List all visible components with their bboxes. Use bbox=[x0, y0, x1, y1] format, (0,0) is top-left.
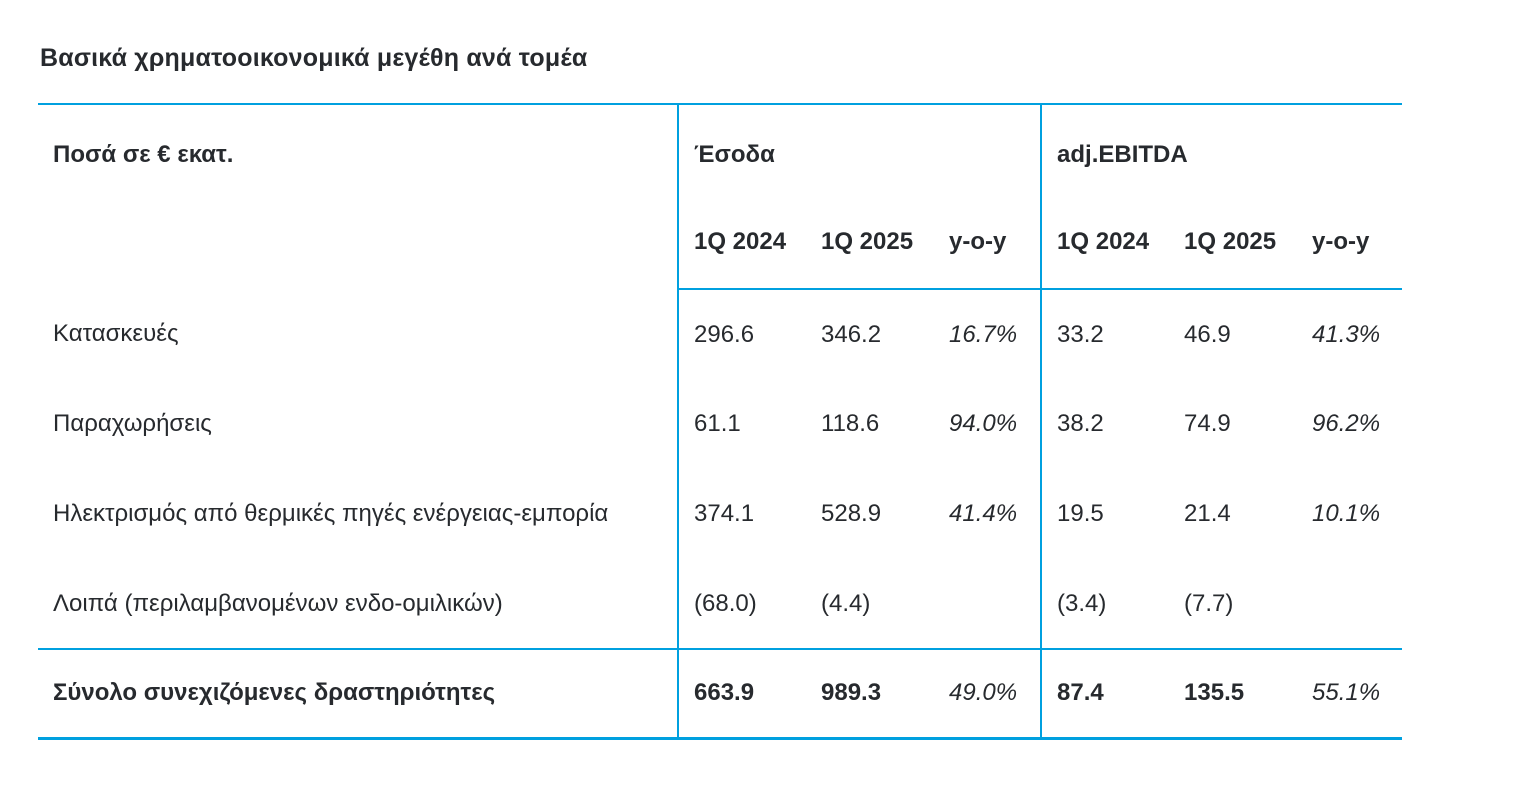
cell-revenue-1q2025: 528.9 bbox=[821, 500, 882, 527]
col-header-ebitda-yoy: y-o-y bbox=[1297, 211, 1403, 290]
cell-revenue-1q2024: 374.1 bbox=[677, 469, 806, 559]
table-row-concessions: Παραχωρήσεις 61.1 118.6 94.0% 38.2 74.9 … bbox=[38, 379, 1402, 469]
row-label: Ηλεκτρισμός από θερμικές πηγές ενέργειας… bbox=[53, 500, 609, 527]
cell-revenue-1q2024: 296.6 bbox=[677, 289, 806, 379]
col-header-ebitda-1q2024: 1Q 2024 bbox=[1040, 211, 1170, 290]
row-label: Λοιπά (περιλαμβανομένων ενδο-ομιλικών) bbox=[38, 559, 678, 650]
table-row-constructions: Κατασκευές 296.6 346.2 16.7% 33.2 46.9 4… bbox=[38, 289, 1402, 379]
row-label: Παραχωρήσεις bbox=[53, 410, 212, 437]
page-title: Βασικά χρηματοοικονομικά μεγέθη ανά τομέ… bbox=[40, 44, 588, 72]
cell-revenue-yoy: 94.0% bbox=[949, 410, 1018, 437]
group-header-row: Ποσά σε € εκατ. Έσοδα adj.EBITDA bbox=[38, 104, 1403, 211]
total-ebitda-yoy: 55.1% bbox=[1312, 679, 1381, 707]
group-header-adj-ebitda: adj.EBITDA bbox=[1040, 104, 1403, 211]
table-header: Ποσά σε € εκατ. Έσοδα adj.EBITDA 1Q 2024… bbox=[38, 104, 1403, 290]
cell-revenue-1q2024: 61.1 bbox=[677, 379, 806, 469]
total-ebitda-1q2025: 135.5 bbox=[1184, 679, 1245, 707]
total-revenue-yoy: 49.0% bbox=[949, 679, 1018, 707]
table-row-other: Λοιπά (περιλαμβανομένων ενδο-ομιλικών) (… bbox=[38, 559, 1403, 650]
total-revenue-1q2025: 989.3 bbox=[821, 679, 882, 707]
col-header-revenue-1q2024: 1Q 2024 bbox=[677, 211, 806, 290]
cell-revenue-yoy bbox=[934, 559, 1042, 650]
cell-ebitda-yoy: 41.3% bbox=[1312, 320, 1381, 348]
total-row-label: Σύνολο συνεχιζόμενες δραστηριότητες bbox=[53, 679, 496, 707]
cell-ebitda-1q2025: 46.9 bbox=[1184, 320, 1231, 348]
table-row-electricity: Ηλεκτρισμός από θερμικές πηγές ενέργειας… bbox=[38, 469, 1402, 559]
table-body: Κατασκευές 296.6 346.2 16.7% 33.2 46.9 4… bbox=[38, 289, 1403, 650]
cell-ebitda-yoy: 96.2% bbox=[1312, 410, 1381, 437]
total-revenue-1q2024: 663.9 bbox=[677, 649, 806, 738]
cell-revenue-yoy: 16.7% bbox=[949, 320, 1018, 348]
cell-ebitda-1q2025: 74.9 bbox=[1184, 410, 1231, 437]
table-footer: Σύνολο συνεχιζόμενες δραστηριότητες 663.… bbox=[38, 649, 1402, 738]
cell-ebitda-1q2025: 21.4 bbox=[1184, 500, 1231, 527]
cell-revenue-1q2025: 346.2 bbox=[821, 320, 882, 348]
cell-revenue-1q2025: (4.4) bbox=[806, 559, 934, 650]
cell-ebitda-1q2025: (7.7) bbox=[1169, 559, 1298, 650]
cell-ebitda-1q2024: 38.2 bbox=[1040, 379, 1170, 469]
cell-revenue-1q2025: 118.6 bbox=[821, 410, 880, 437]
cell-ebitda-1q2024: (3.4) bbox=[1040, 559, 1170, 650]
col-header-ebitda-1q2025: 1Q 2025 bbox=[1169, 211, 1298, 290]
cell-revenue-yoy: 41.4% bbox=[949, 500, 1018, 527]
financial-table: Ποσά σε € εκατ. Έσοδα adj.EBITDA 1Q 2024… bbox=[38, 103, 1403, 740]
group-header-revenue: Έσοδα bbox=[676, 104, 1042, 211]
column-header-row: 1Q 2024 1Q 2025 y-o-y 1Q 2024 1Q 2025 y-… bbox=[38, 211, 1403, 290]
total-ebitda-1q2024: 87.4 bbox=[1040, 649, 1170, 738]
total-row: Σύνολο συνεχιζόμενες δραστηριότητες 663.… bbox=[38, 649, 1402, 738]
cell-ebitda-yoy: 10.1% bbox=[1312, 500, 1381, 527]
cell-revenue-1q2024: (68.0) bbox=[677, 559, 806, 650]
col-header-revenue-1q2025: 1Q 2025 bbox=[806, 211, 934, 290]
cell-ebitda-1q2024: 19.5 bbox=[1040, 469, 1170, 559]
unit-label: Ποσά σε € εκατ. bbox=[53, 141, 234, 168]
row-label: Κατασκευές bbox=[53, 320, 179, 347]
cell-ebitda-yoy bbox=[1297, 559, 1403, 650]
col-header-revenue-yoy: y-o-y bbox=[934, 211, 1042, 290]
cell-ebitda-1q2024: 33.2 bbox=[1040, 289, 1170, 379]
